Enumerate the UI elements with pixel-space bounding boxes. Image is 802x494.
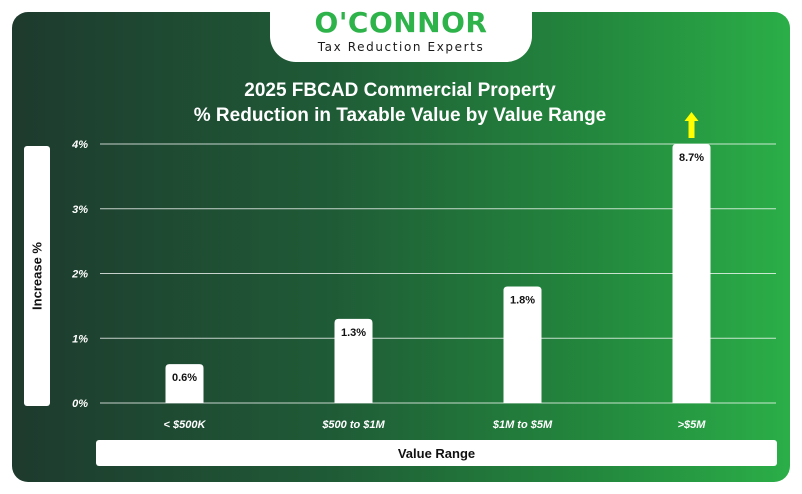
- y-tick-label: 3%: [72, 204, 88, 216]
- x-tick-label: >$5M: [678, 419, 707, 431]
- bar: [165, 364, 204, 403]
- overflow-arrow-icon: [684, 112, 699, 138]
- x-tick-label: $500 to $1M: [321, 419, 385, 431]
- x-tick-label: $1M to $5M: [492, 419, 553, 431]
- y-tick-label: 1%: [72, 333, 88, 345]
- brand-logo: O'CONNOR: [314, 6, 488, 39]
- chart-title: 2025 FBCAD Commercial Property % Reducti…: [100, 78, 700, 128]
- bar: [334, 318, 373, 403]
- chart-subtitle: % Reduction in Taxable Value by Value Ra…: [193, 105, 607, 126]
- data-label: 1.3%: [341, 327, 366, 339]
- data-label: 1.8%: [510, 294, 535, 306]
- x-axis-label: Value Range: [397, 446, 476, 461]
- y-tick-label: 4%: [71, 139, 88, 151]
- bar: [672, 144, 711, 403]
- y-axis-label-box: [24, 146, 50, 406]
- chart-title-line1: 2025 FBCAD Commercial Property: [244, 80, 556, 101]
- x-tick-label: < $500K: [164, 419, 207, 431]
- data-label: 0.6%: [172, 372, 197, 384]
- bar: [503, 286, 542, 403]
- logo-tab: O'CONNOR Tax Reduction Experts: [270, 0, 532, 62]
- chart-panel: [12, 12, 790, 482]
- y-tick-label: 2%: [71, 269, 88, 281]
- y-tick-label: 0%: [72, 398, 88, 410]
- brand-tagline: Tax Reduction Experts: [317, 40, 485, 54]
- x-axis-label-box: Value Range: [96, 440, 777, 466]
- data-label: 8.7%: [679, 152, 704, 164]
